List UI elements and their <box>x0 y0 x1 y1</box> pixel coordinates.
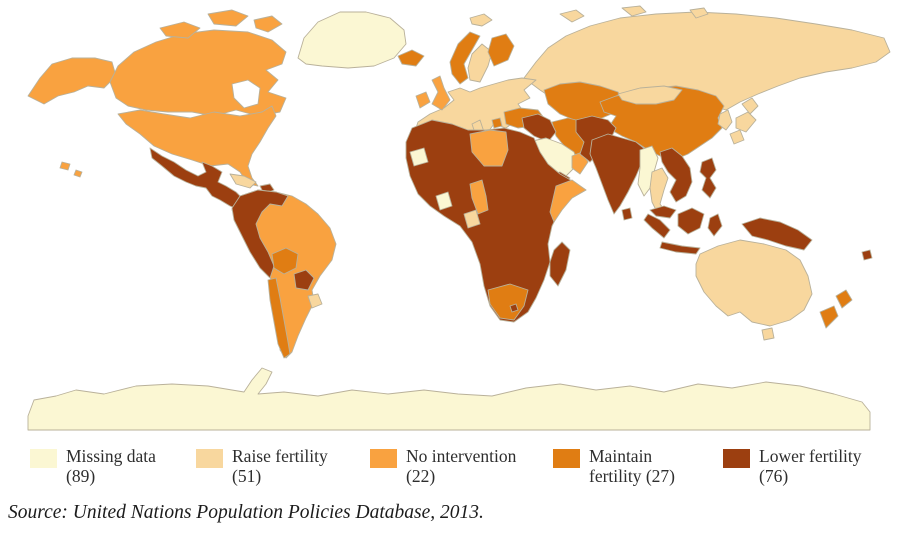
legend-label-raise-fertility: Raise fertility (51) <box>232 446 328 486</box>
region-alaska <box>27 57 117 105</box>
legend-swatch-no-intervention <box>370 449 397 468</box>
region-greenland <box>297 11 407 69</box>
region-usa <box>117 105 277 187</box>
region-india <box>589 133 647 215</box>
region-cameroon <box>469 179 489 215</box>
region-andes-northwest <box>231 189 289 279</box>
region-cote-divoire <box>435 191 453 211</box>
legend-label-lower-fertility: Lower fertility (76) <box>759 446 862 486</box>
region-sweden <box>467 43 493 83</box>
legend-swatch-lower-fertility <box>723 449 750 468</box>
region-paraguay <box>293 269 315 291</box>
legend-label-line1: Maintain <box>589 446 653 466</box>
region-antarctica <box>27 367 871 431</box>
region-mongolia <box>617 85 683 105</box>
legend-item-missing-data: Missing data (89) <box>30 446 156 486</box>
legend-label-line1: No intervention <box>406 446 517 466</box>
region-chile <box>267 277 291 359</box>
legend-label-line1: Raise fertility <box>232 446 328 466</box>
region-hawaii <box>73 169 83 178</box>
region-balkans <box>491 117 503 129</box>
region-canada <box>109 29 287 117</box>
region-bolivia <box>271 247 299 275</box>
region-indonesia-borneo <box>677 207 705 235</box>
region-tasmania <box>761 327 775 341</box>
legend-swatch-maintain-fertility <box>553 449 580 468</box>
legend-item-no-intervention: No intervention (22) <box>370 446 516 486</box>
region-new-zealand <box>835 289 853 309</box>
region-iraq-syria <box>521 113 557 143</box>
region-united-kingdom <box>431 75 451 111</box>
legend-label-line2: (76) <box>759 466 789 486</box>
region-norway <box>449 31 481 85</box>
legend-item-lower-fertility: Lower fertility (76) <box>723 446 862 486</box>
region-japan <box>735 111 757 133</box>
region-fiji <box>861 249 873 261</box>
region-canadian-arctic-island <box>207 9 249 27</box>
region-philippines <box>699 157 717 199</box>
world-map <box>27 5 891 431</box>
region-japan <box>729 129 745 145</box>
region-finland <box>487 33 515 67</box>
region-svalbard <box>469 13 493 27</box>
region-cuba <box>229 173 257 189</box>
region-gabon <box>463 209 481 229</box>
region-south-africa <box>487 283 529 321</box>
region-korea <box>717 109 733 131</box>
region-russian-arctic-island <box>559 9 585 23</box>
region-sri-lanka <box>621 207 633 221</box>
region-uruguay <box>307 293 323 309</box>
region-ireland <box>415 91 431 109</box>
region-somalia <box>549 179 587 223</box>
legend-swatch-missing-data <box>30 449 57 468</box>
region-hawaii <box>59 161 71 171</box>
legend-label-line1: Lower fertility <box>759 446 862 466</box>
region-australia <box>695 239 813 327</box>
region-indonesia-sumatra <box>643 213 671 239</box>
legend-label-maintain-fertility: Maintain fertility (27) <box>589 446 675 486</box>
region-western-sahara <box>409 147 429 167</box>
region-hudson-bay <box>231 79 261 109</box>
region-indonesia-sulawesi <box>707 213 723 237</box>
region-canadian-arctic-island <box>253 15 283 33</box>
region-new-guinea <box>741 217 813 251</box>
region-indochina <box>659 147 693 203</box>
legend-label-line2: (51) <box>232 466 262 486</box>
legend-label-no-intervention: No intervention (22) <box>406 446 516 486</box>
legend-item-maintain-fertility: Maintain fertility (27) <box>553 446 675 486</box>
legend-label-line2: fertility (27) <box>589 466 676 486</box>
legend-label-line1: Missing data <box>66 446 156 466</box>
legend-swatch-raise-fertility <box>196 449 223 468</box>
legend-label-missing-data: Missing data (89) <box>66 446 156 486</box>
region-canadian-arctic-island <box>159 21 201 39</box>
region-lesotho <box>509 303 519 313</box>
region-indonesia-java <box>659 241 701 255</box>
legend-label-line2: (22) <box>406 466 436 486</box>
legend-item-raise-fertility: Raise fertility (51) <box>196 446 328 486</box>
region-new-zealand <box>819 305 839 329</box>
region-russian-arctic-island <box>689 7 709 19</box>
region-libya <box>469 129 509 167</box>
source-caption: Source: United Nations Population Polici… <box>8 502 484 523</box>
region-iceland <box>397 49 425 67</box>
legend-label-line2: (89) <box>66 466 96 486</box>
region-russian-arctic-island <box>621 5 647 17</box>
region-malaysia <box>649 205 677 219</box>
region-japan <box>741 97 759 115</box>
legend: Missing data (89) Raise fertility (51) N… <box>0 446 900 500</box>
region-madagascar <box>549 241 571 287</box>
